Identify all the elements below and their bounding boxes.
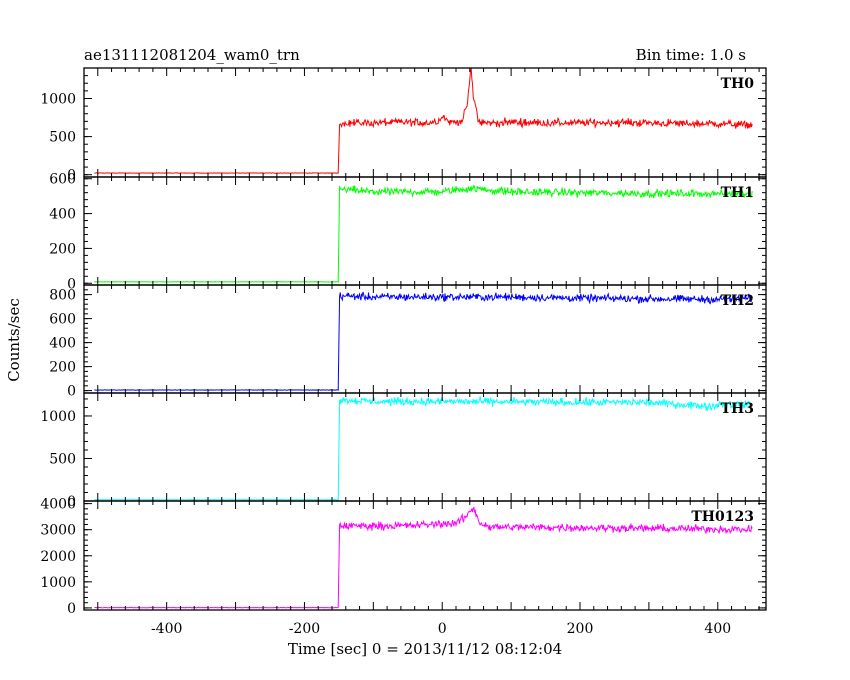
y-tick-label: 400 xyxy=(49,207,76,223)
panel-label-th3: TH3 xyxy=(721,401,754,417)
panel-th3: 0 500 1000 TH3 xyxy=(40,392,767,510)
series-line-th1 xyxy=(94,184,753,283)
y-tick-label: 600 xyxy=(49,172,76,188)
y-tick-label: 400 xyxy=(49,336,76,352)
panel-th0: 0 500 1000 TH0 xyxy=(40,67,767,184)
bin-time-label: Bin time: 1.0 s xyxy=(636,46,746,64)
series-line-th0123 xyxy=(94,506,753,609)
y-tick-label: 1000 xyxy=(40,575,76,591)
series-line-th0 xyxy=(94,68,753,174)
y-tick-label: 500 xyxy=(49,130,76,146)
x-tick-label: -200 xyxy=(289,621,320,637)
x-tick-label: 400 xyxy=(704,621,731,637)
panel-th0123: 0 1000 2000 3000 4000 TH0123 xyxy=(40,497,767,617)
y-tick-label: 200 xyxy=(49,360,76,376)
y-axis-label: Counts/sec xyxy=(5,298,23,382)
y-tick-label: 500 xyxy=(49,451,76,467)
y-tick-label: 0 xyxy=(67,601,76,617)
panel-th1: 0 200 400 600 TH1 xyxy=(49,172,767,292)
y-tick-label: 600 xyxy=(49,312,76,328)
panel-frame xyxy=(83,500,767,611)
chart-title: ae131112081204_wam0_trn xyxy=(84,46,300,64)
panels-group: 0 500 1000 TH0 0 200 400 600 TH1 0 200 400 600 800 TH2… xyxy=(40,67,767,637)
y-tick-label: 800 xyxy=(49,288,76,304)
y-tick-label: 0 xyxy=(67,168,76,184)
panel-th2: 0 200 400 600 800 TH2 xyxy=(49,284,767,400)
x-tick-label: 0 xyxy=(438,621,447,637)
x-tick-label: 200 xyxy=(567,621,594,637)
y-tick-label: 2000 xyxy=(40,549,76,565)
series-line-th3 xyxy=(94,396,753,501)
x-axis-label: Time [sec] 0 = 2013/11/12 08:12:04 xyxy=(288,640,562,658)
y-tick-label: 1000 xyxy=(40,91,76,107)
panel-label-th0: TH0 xyxy=(721,76,755,92)
panel-frame xyxy=(83,284,767,394)
series-line-th2 xyxy=(94,291,753,392)
y-tick-label: 3000 xyxy=(40,523,76,539)
y-tick-label: 1000 xyxy=(40,409,76,425)
y-tick-label: 0 xyxy=(67,494,76,510)
panel-frame xyxy=(83,392,767,502)
panel-label-th1: TH1 xyxy=(721,185,754,201)
y-tick-label: 4000 xyxy=(40,497,76,513)
x-tick-label: -400 xyxy=(151,621,182,637)
panel-label-th2: TH2 xyxy=(721,293,754,309)
panel-label-th0123: TH0123 xyxy=(691,509,754,525)
y-tick-label: 0 xyxy=(67,276,76,292)
y-tick-label: 200 xyxy=(49,241,76,257)
y-tick-label: 0 xyxy=(67,384,76,400)
